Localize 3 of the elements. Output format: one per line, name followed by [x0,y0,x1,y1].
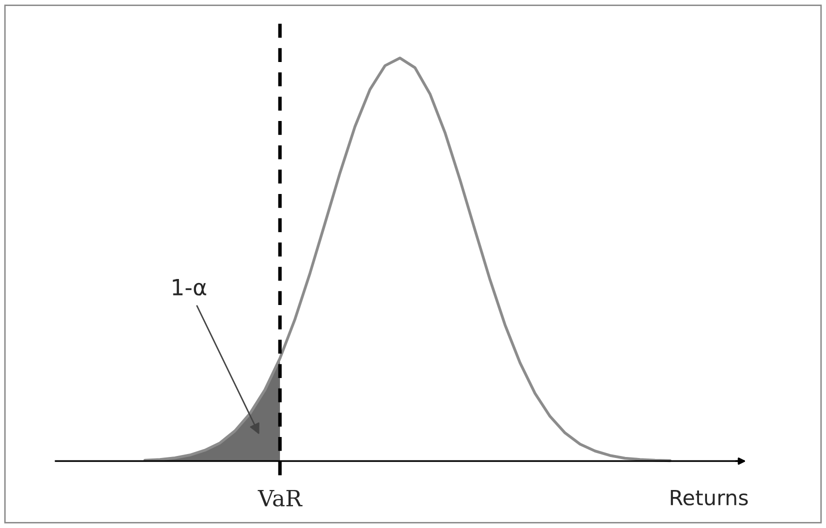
x-axis-title: Returns [670,490,748,506]
text: VaR [258,490,302,507]
annotation: 1-α [172,279,206,296]
